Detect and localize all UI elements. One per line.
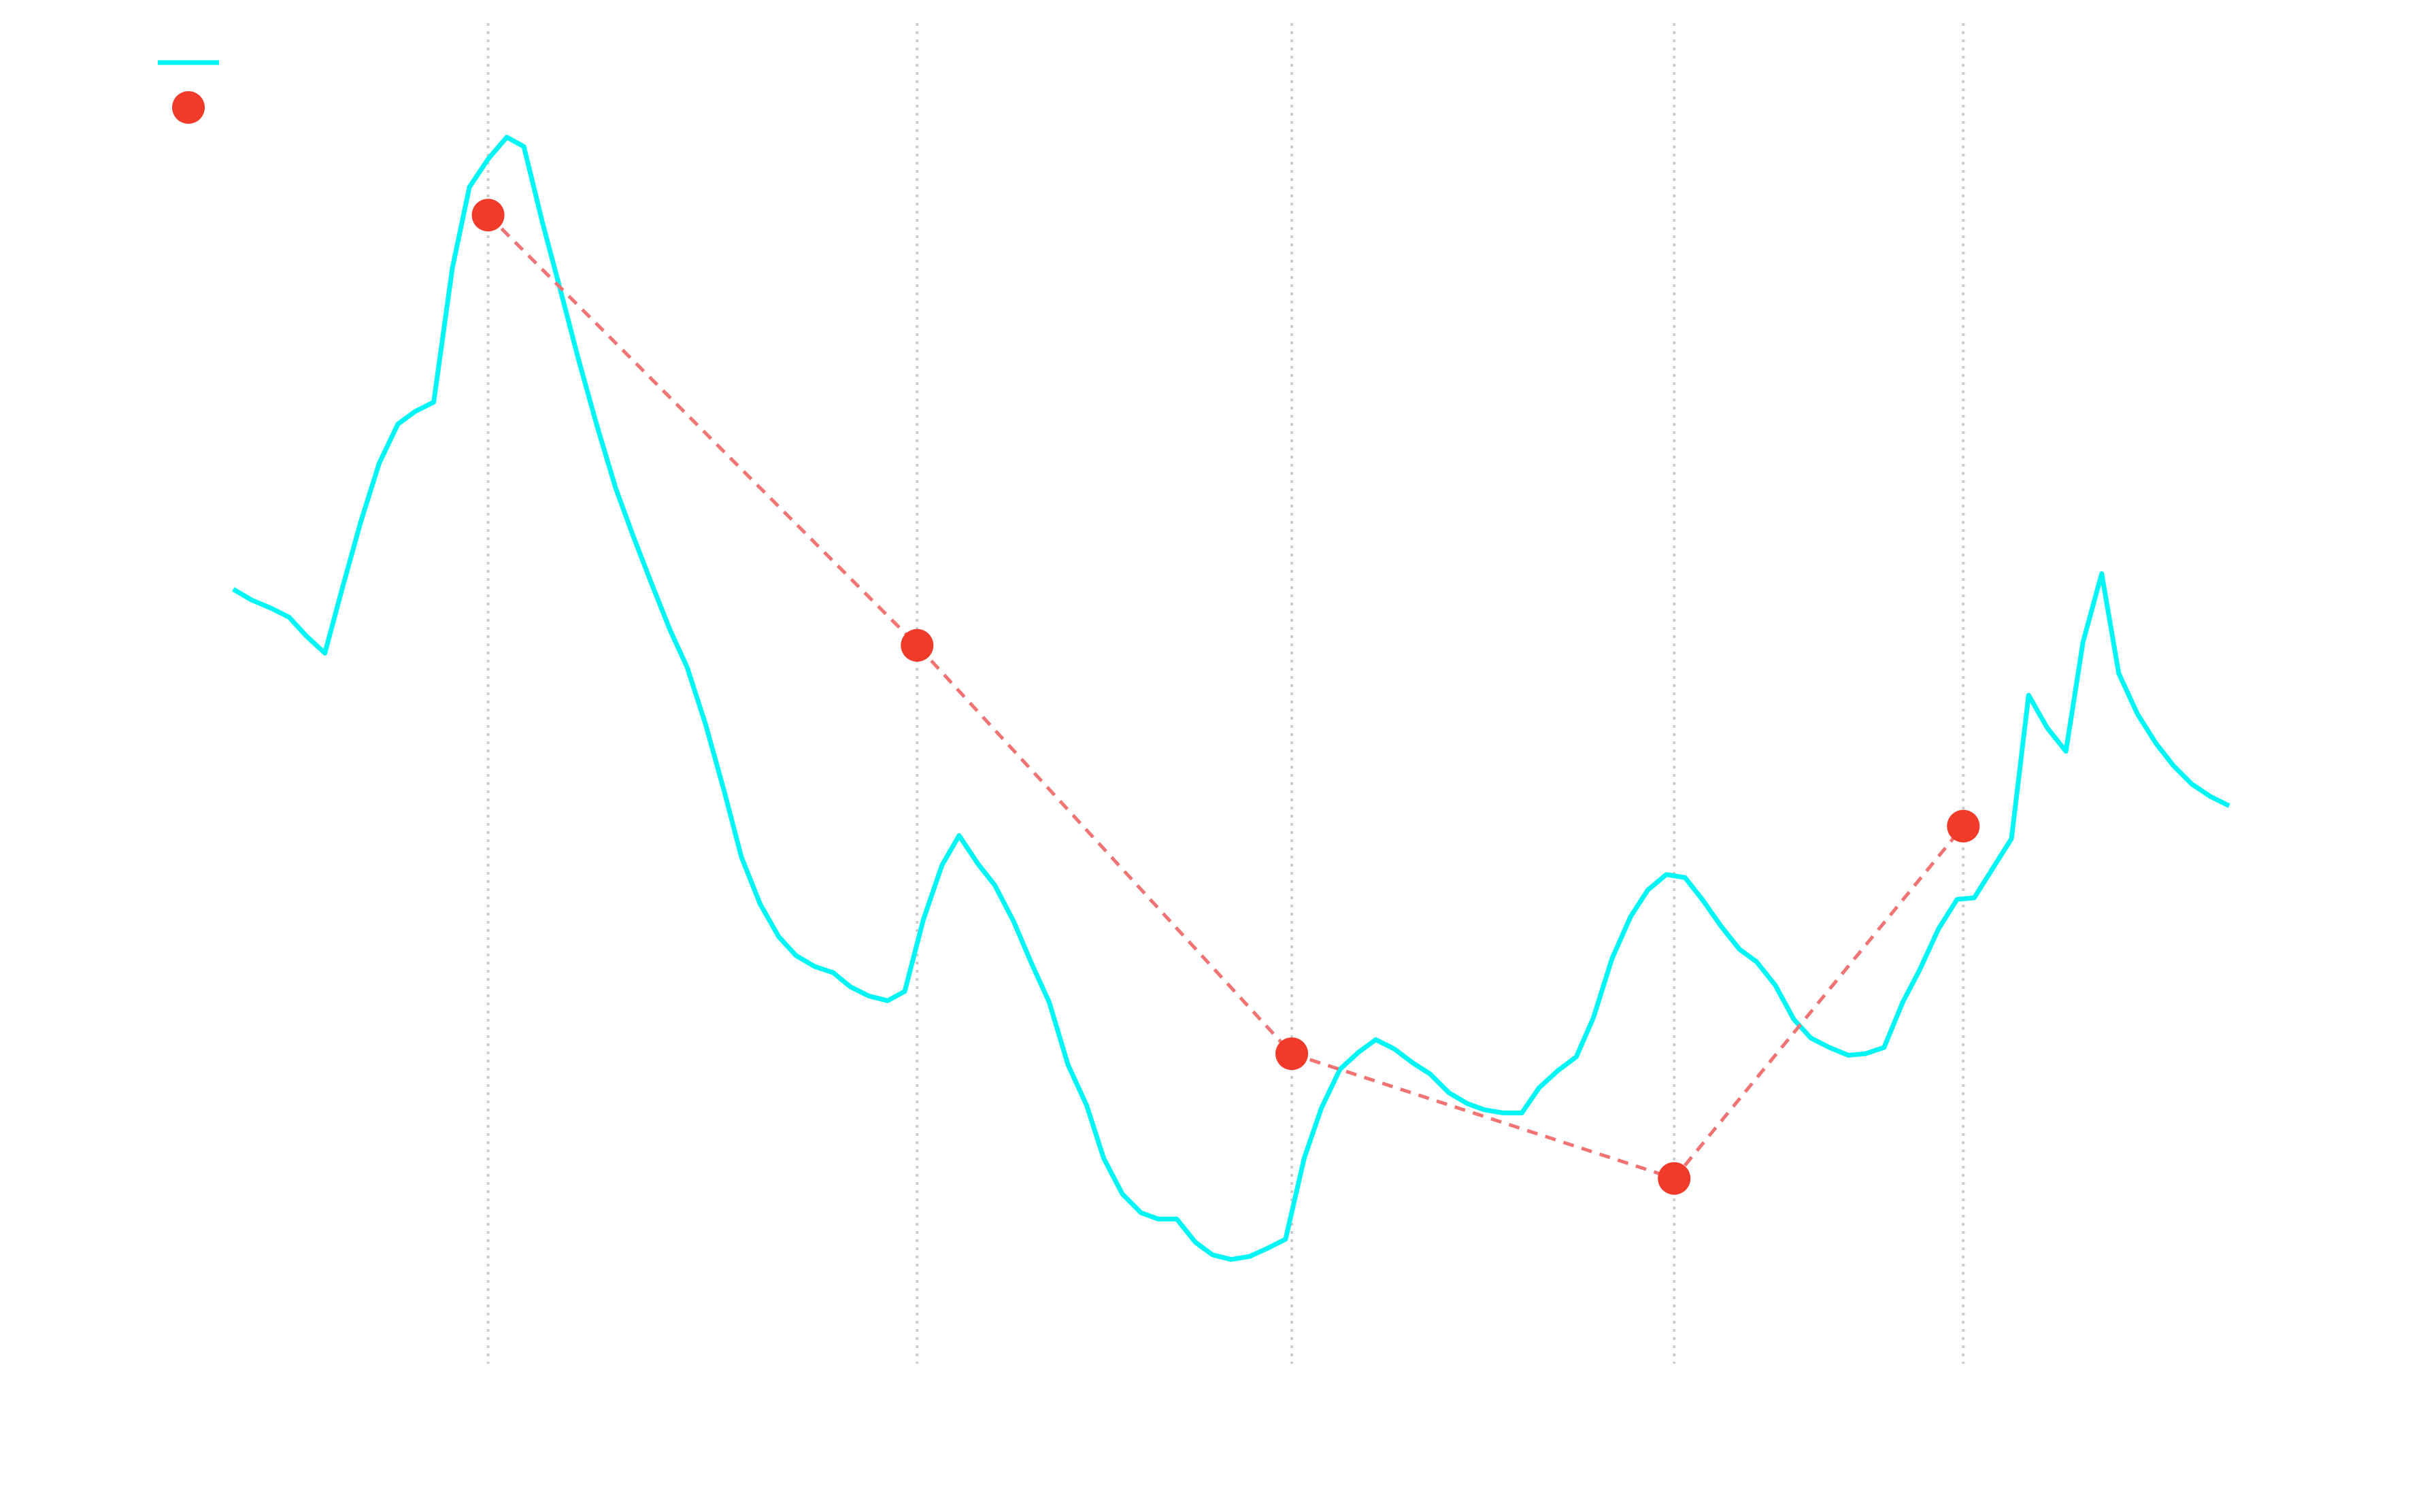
legend-marker [172,91,205,124]
data-point [1947,809,1980,843]
data-point [471,199,505,232]
data-point [901,628,934,662]
data-point [1658,1162,1691,1195]
series-line [232,135,2230,1262]
series-line [486,214,1965,1181]
data-point [1275,1037,1309,1071]
